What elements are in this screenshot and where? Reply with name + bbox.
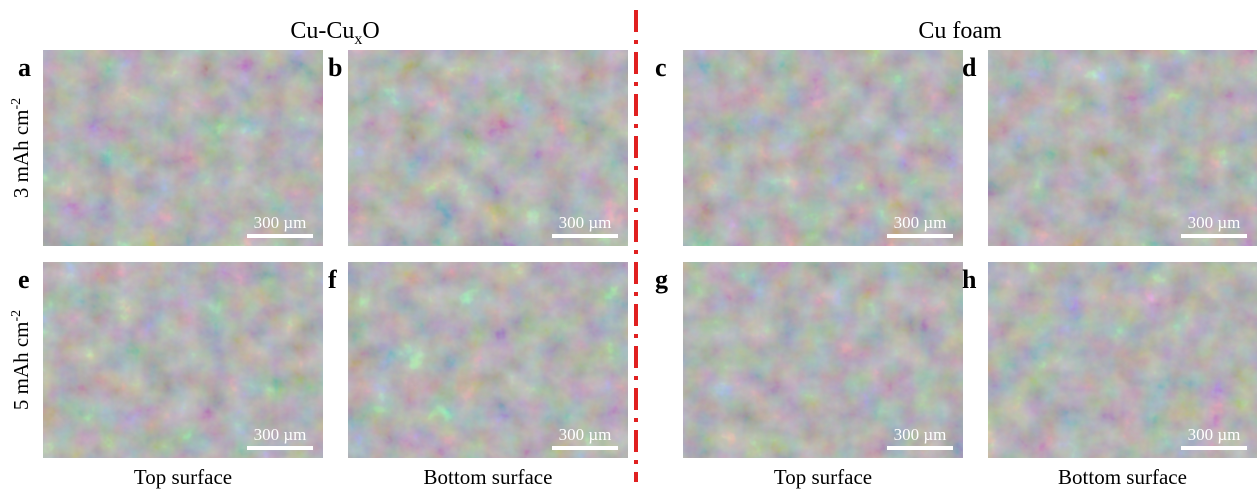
- sem-panel: d 300 µm: [962, 50, 1257, 246]
- sem-panel: f 300 µm: [328, 262, 628, 458]
- row-label-main: 3 mAh cm: [9, 110, 33, 199]
- title-sub: x: [354, 31, 362, 48]
- column-label: Bottom surface: [1058, 465, 1187, 489]
- title-end: O: [362, 18, 379, 44]
- group-title: Cu-CuxO: [290, 18, 379, 48]
- title-main: Cu-Cu: [290, 18, 354, 44]
- sem-panel: a 300 µm: [18, 50, 323, 246]
- column-label: Top surface: [134, 465, 232, 489]
- column-label: Bottom surface: [424, 465, 553, 489]
- panel-letter: e: [18, 265, 30, 294]
- sem-panel: e 300 µm: [18, 262, 323, 458]
- figure: Cu-CuxOCu foam3 mAh cm-25 mAh cm-2a300 µ…: [0, 0, 1257, 492]
- group-title: Cu foam: [918, 18, 1002, 44]
- panel-letter: a: [18, 53, 31, 82]
- panel-letter: d: [962, 53, 977, 82]
- scale-label: 300 µm: [894, 213, 947, 232]
- scale-label: 300 µm: [254, 425, 307, 444]
- sem-panel: g 300 µm: [655, 262, 963, 458]
- panel-letter: g: [655, 265, 668, 294]
- panel-letter: f: [328, 265, 337, 294]
- scale-label: 300 µm: [1188, 213, 1241, 232]
- title-main: Cu foam: [918, 18, 1002, 44]
- sem-panel: c 300 µm: [655, 50, 963, 246]
- scale-label: 300 µm: [894, 425, 947, 444]
- panel-letter: h: [962, 265, 977, 294]
- sem-panel: h 300 µm: [962, 262, 1257, 458]
- panel-letter: b: [328, 53, 342, 82]
- row-label-sup: -2: [9, 310, 24, 322]
- scale-label: 300 µm: [559, 425, 612, 444]
- sem-panel: b 300 µm: [328, 50, 628, 246]
- row-label-sup: -2: [9, 98, 24, 110]
- row-label: 3 mAh cm-2: [9, 98, 33, 198]
- row-label: 5 mAh cm-2: [9, 310, 33, 410]
- column-label: Top surface: [774, 465, 872, 489]
- row-label-main: 5 mAh cm: [9, 322, 33, 411]
- panel-letter: c: [655, 53, 667, 82]
- scale-label: 300 µm: [1188, 425, 1241, 444]
- scale-label: 300 µm: [254, 213, 307, 232]
- scale-label: 300 µm: [559, 213, 612, 232]
